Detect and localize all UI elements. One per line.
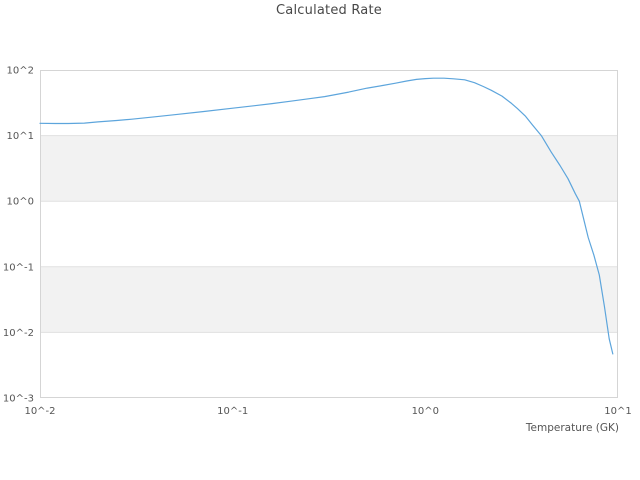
y-tick-label: 10^2 xyxy=(7,66,34,77)
x-axis-label: Temperature (GK) xyxy=(525,422,619,434)
x-tick-label: 10^1 xyxy=(604,406,631,417)
y-tick-label: 10^1 xyxy=(7,131,34,142)
shaded-band xyxy=(40,266,618,333)
shaded-band xyxy=(40,135,618,202)
y-tick-label: 10^0 xyxy=(7,197,34,208)
y-tick-label: 10^-1 xyxy=(3,262,34,273)
y-tick-label: 10^-3 xyxy=(3,394,34,405)
x-tick-label: 10^0 xyxy=(412,406,439,417)
y-tick-label: 10^-2 xyxy=(3,328,34,339)
x-tick-label: 10^-1 xyxy=(217,406,248,417)
rate-curve xyxy=(39,77,614,355)
chart-title: Calculated Rate xyxy=(276,3,382,18)
plot-border xyxy=(40,70,618,398)
x-tick-label: 10^-2 xyxy=(24,406,55,417)
